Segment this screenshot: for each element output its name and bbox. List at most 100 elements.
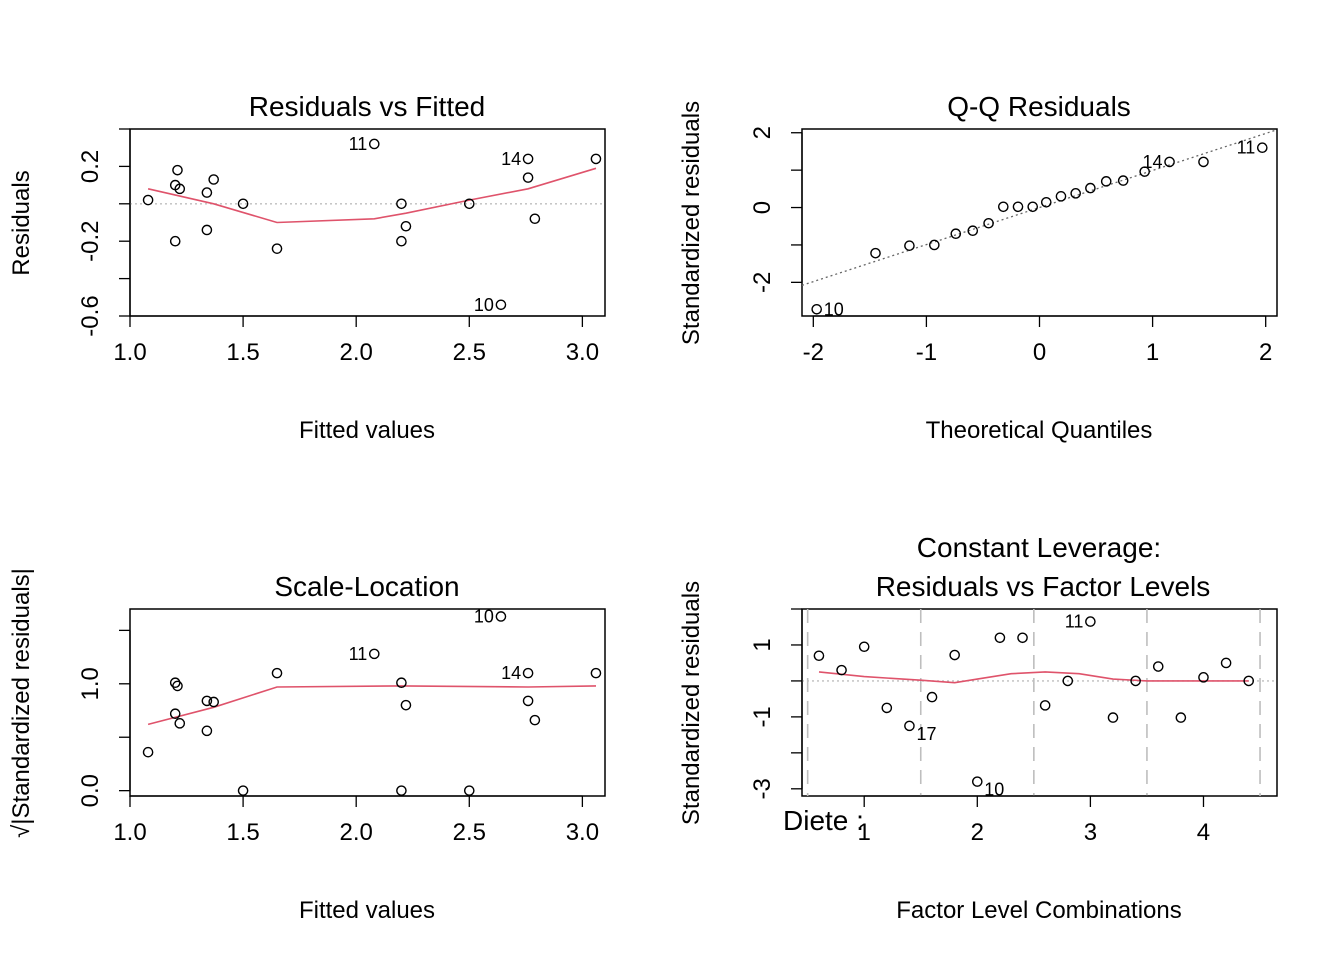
sl-data-point [463,785,475,796]
panel-qq-residuals: Q-Q Residuals -2 -1 0 1 2 -2 0 2 10 14 11 Theoreti… [678,91,1278,444]
lev-y-axis-label: Standardized residuals [678,581,705,825]
qq-point-label: 11 [1237,138,1256,158]
sl-data-point [495,611,507,622]
rvf-title: Residuals vs Fitted [249,91,486,122]
qq-data-point [904,240,915,251]
rvf-y-tick-label: 0.2 [77,150,104,183]
qq-point-label: 10 [824,299,844,319]
sl-data-point [174,718,186,729]
rvf-data-point [590,153,602,165]
qq-data-point [929,239,940,251]
qq-x-tick-label: 2 [1259,339,1272,366]
sl-data-point [400,699,412,711]
qq-data-point [1070,188,1081,199]
qq-data-point [1040,197,1052,208]
qq-data-point [983,217,994,229]
lev-data-point [836,664,847,676]
qq-data-point [998,201,1009,213]
rvf-y-axis-label: Residuals [8,170,35,275]
qq-x-axis-label: Theoretical Quantiles [926,417,1153,444]
sl-smooth-line [147,685,597,726]
lev-data-point [994,632,1006,644]
lev-plot-box [801,608,1278,797]
qq-y-axis-label: Standardized residuals [678,101,705,345]
rvf-point-label: 14 [501,149,521,169]
qq-data-point [967,225,979,237]
sl-plot-box [129,608,606,797]
sl-x-tick-label: 2.5 [453,819,486,846]
lev-factor-label: Diete : [783,805,864,836]
lev-data-point [1017,632,1028,644]
sl-data-point [590,667,602,679]
sl-data-point [368,648,380,660]
rvf-data-point [237,198,249,210]
sl-data-point [271,667,283,679]
rvf-data-point [142,194,154,206]
sl-data-point [169,708,181,720]
rvf-data-point [396,235,407,247]
sl-x-axis-label: Fitted values [299,897,435,924]
sl-inner [147,685,597,726]
rvf-data-point [396,198,407,210]
rvf-data-point [522,153,534,165]
rvf-data-point [495,299,507,311]
lev-point-label: 11 [1065,612,1084,632]
sl-data-point [529,714,541,726]
qq-data-point [1100,176,1112,187]
sl-data-point [522,695,534,707]
sl-x-tick-label: 1.0 [113,819,146,846]
qq-data-point [950,228,962,240]
lev-data-point [858,641,870,653]
lev-data-point [1062,675,1074,687]
lev-x-tick-label: 2 [971,819,984,846]
rvf-data-point [529,213,541,225]
lev-smooth-line [818,671,1249,684]
rvf-point-label: 10 [474,295,494,315]
rvf-data-point [368,138,380,150]
rvf-smooth-line [147,167,597,224]
sl-point-label: 14 [501,663,521,683]
qq-y-tick-label: 0 [749,201,776,214]
sl-data-point [208,696,219,708]
lev-data-point [813,650,825,662]
qq-data-point [1164,156,1175,168]
rvf-x-tick-label: 2.5 [453,339,486,366]
qq-data-point [1085,182,1096,194]
rvf-data-point [201,187,213,198]
rvf-x-axis-label: Fitted values [299,417,435,444]
lev-data-point [1085,616,1096,627]
lev-data-point [1175,712,1187,723]
lev-inner [802,609,1277,796]
lev-x-tick-label: 1 [858,819,871,846]
lev-y-tick-label: -3 [749,778,776,799]
lev-y-tick-label: -1 [749,706,776,727]
lev-data-point [949,649,960,661]
lev-y-tick-label: 1 [749,638,776,651]
sl-data-point [201,725,213,737]
sl-y-tick-label: 1.0 [77,667,104,700]
lev-data-point [1243,675,1255,687]
lev-point-label: 10 [984,780,1004,800]
rvf-inner [130,167,605,224]
qq-data-point [1117,175,1129,186]
sl-data-point [396,785,407,796]
qq-data-point [1198,156,1209,168]
lev-title-line1: Constant Leverage: [917,532,1161,563]
qq-y-tick-label: -2 [749,272,776,293]
rvf-x-tick-label: 1.5 [226,339,259,366]
sl-title: Scale-Location [274,571,459,602]
lev-data-point [1198,672,1209,683]
qq-data-point [1055,191,1067,202]
qq-x-tick-label: -1 [916,339,937,366]
qq-data-point [1256,142,1268,153]
lev-x-tick-label: 3 [1084,819,1097,846]
qq-data-point [811,303,823,315]
sl-y-axis-label: √|Standardized residuals| [8,568,35,838]
lev-data-point [1107,712,1119,723]
panel-residuals-vs-fitted: Residuals vs Fitted 1.0 1.5 2.0 2.5 3.0 -0.6 -… [8,91,606,444]
qq-y-tick-label: 2 [749,126,776,139]
qq-point-label: 14 [1143,152,1163,172]
lev-title-line2: Residuals vs Factor Levels [876,571,1211,602]
qq-x-tick-label: 0 [1033,339,1046,366]
rvf-data-point [172,164,183,176]
